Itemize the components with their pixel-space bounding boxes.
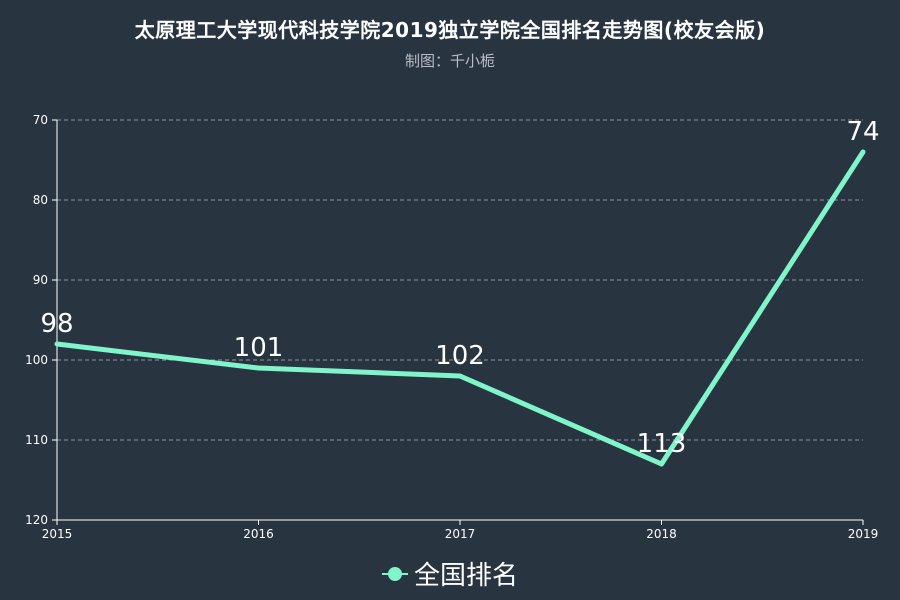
x-tick-label: 2016	[243, 527, 274, 541]
y-tick-label: 90	[33, 273, 48, 287]
data-labels: 98 101 102 113 74	[40, 117, 879, 459]
y-tick-label: 100	[25, 353, 48, 367]
data-label: 98	[40, 309, 73, 339]
legend-label: 全国排名	[413, 561, 518, 591]
x-tick-label: 2018	[646, 527, 677, 541]
chart-title: 太原理工大学现代科技学院2019独立学院全国排名走势图(校友会版)	[134, 18, 766, 42]
legend-line-icon	[381, 566, 408, 582]
series-lines	[54, 149, 866, 467]
x-tick-label: 2017	[445, 527, 476, 541]
chart-subtitle: 制图：千小栀	[404, 52, 495, 70]
data-label: 74	[846, 117, 879, 147]
y-tick-label: 80	[33, 193, 48, 207]
x-tick-label: 2015	[42, 527, 73, 541]
y-tick-label: 70	[33, 113, 48, 127]
data-label: 102	[435, 341, 485, 371]
series-line	[54, 149, 866, 467]
data-label: 113	[637, 429, 687, 459]
grid-lines	[57, 119, 863, 441]
x-tick-label: 2019	[848, 527, 879, 541]
legend[interactable]: 全国排名	[0, 555, 900, 592]
y-tick-label: 110	[25, 433, 48, 447]
y-tick-label: 120	[25, 513, 48, 527]
data-label: 101	[234, 333, 284, 363]
